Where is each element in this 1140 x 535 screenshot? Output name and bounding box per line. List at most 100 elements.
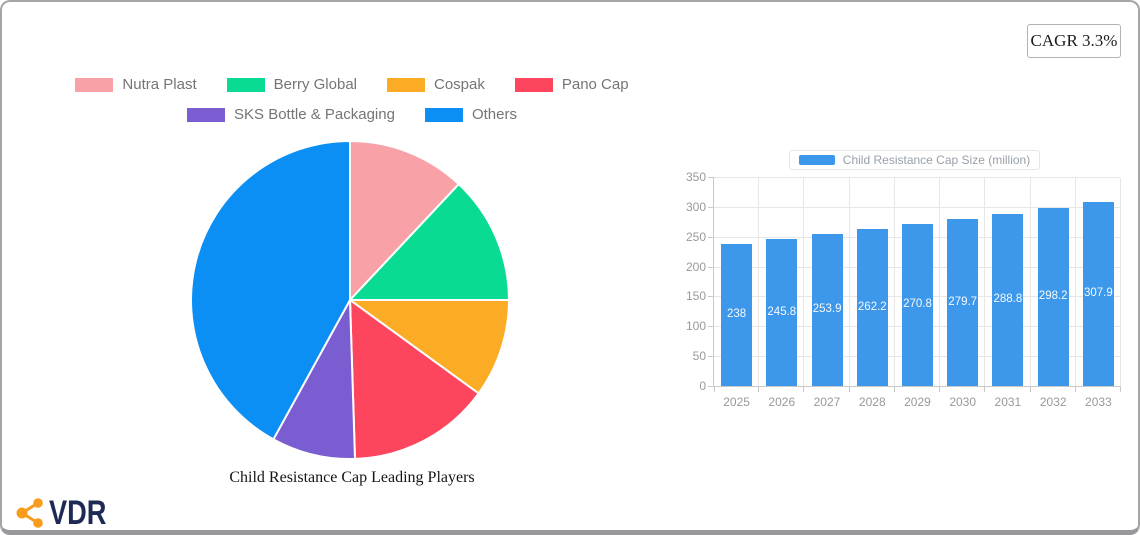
bar-value-label: 279.7 bbox=[948, 295, 978, 308]
y-axis-label: 50 bbox=[692, 349, 706, 364]
legend-item-others[interactable]: Others bbox=[424, 106, 517, 123]
x-axis-tick bbox=[848, 386, 850, 392]
legend-swatch bbox=[424, 107, 463, 122]
grid-line-v bbox=[1074, 178, 1076, 386]
bar-2033: 307.9 bbox=[1082, 202, 1114, 386]
x-axis-tick bbox=[758, 386, 760, 392]
pie-slice-nutra-plast bbox=[349, 140, 460, 301]
y-axis-tick bbox=[708, 206, 714, 208]
bar-value-label: 245.8 bbox=[767, 305, 797, 318]
legend-label: Others bbox=[471, 106, 517, 123]
x-axis-label-2026: 2026 bbox=[768, 395, 796, 409]
grid-line-v bbox=[893, 178, 895, 386]
y-axis-label: 300 bbox=[685, 199, 706, 214]
pie-title: Child Resistance Cap Leading Players bbox=[229, 469, 475, 486]
legend-item-cospak[interactable]: Cospak bbox=[387, 76, 485, 93]
y-axis-label: 150 bbox=[685, 289, 706, 304]
pie-slice-cospak bbox=[349, 299, 510, 395]
grid-line-v bbox=[984, 178, 986, 386]
grid-line-h bbox=[714, 177, 1120, 178]
pie-slice-berry-global bbox=[349, 183, 510, 301]
bar-value-label: 298.2 bbox=[1038, 289, 1068, 302]
legend-item-sks-bottle-packaging[interactable]: SKS Bottle & Packaging bbox=[187, 106, 395, 123]
bar-value-label: 253.9 bbox=[812, 303, 842, 316]
legend-item-pano-cap[interactable]: Pano Cap bbox=[514, 76, 629, 93]
legend-swatch bbox=[75, 77, 114, 92]
bar-2029: 270.8 bbox=[902, 224, 933, 386]
y-axis-label: 100 bbox=[685, 319, 706, 334]
grid-line-h bbox=[714, 206, 1120, 208]
x-axis-tick bbox=[939, 386, 941, 392]
pie-chart bbox=[190, 140, 510, 460]
x-axis-label-2025: 2025 bbox=[723, 395, 750, 409]
legend-item-berry-global[interactable]: Berry Global bbox=[226, 76, 357, 93]
pie-slice-others bbox=[190, 140, 351, 441]
grid-line-v bbox=[758, 178, 760, 386]
grid-line-v bbox=[848, 178, 850, 386]
bar-2025: 238 bbox=[721, 243, 753, 386]
bar-value-label: 307.9 bbox=[1084, 287, 1113, 299]
legend-label: Berry Global bbox=[273, 76, 357, 93]
vdr-logo[interactable]: VDR bbox=[14, 496, 121, 530]
legend-swatch bbox=[187, 107, 226, 122]
y-axis-tick bbox=[708, 296, 714, 298]
bar-value-label: 238 bbox=[727, 308, 747, 320]
y-axis-tick bbox=[708, 236, 714, 238]
pie-legend: Nutra Plast Berry Global Cospak Pano Cap SKS… bbox=[12, 76, 692, 123]
legend-label: Nutra Plast bbox=[122, 76, 197, 93]
y-axis-tick bbox=[708, 266, 714, 268]
legend-item-nutra-plast[interactable]: Nutra Plast bbox=[75, 76, 197, 93]
x-axis-tick bbox=[984, 386, 986, 392]
legend-swatch bbox=[514, 77, 553, 92]
x-axis-tick bbox=[714, 386, 715, 392]
y-axis-tick bbox=[708, 356, 714, 358]
pie-slice-sks-bottle-packaging bbox=[272, 299, 356, 460]
bar-2028: 262.2 bbox=[856, 229, 888, 386]
x-axis-label-2031: 2031 bbox=[994, 395, 1022, 409]
x-axis-tick bbox=[803, 386, 805, 392]
bar-legend-row: Child Resistance Cap Size (million) bbox=[692, 150, 1137, 170]
bar-value-label: 262.2 bbox=[857, 300, 887, 313]
legend-label: Cospak bbox=[434, 76, 485, 93]
x-axis-label-2029: 2029 bbox=[904, 395, 931, 409]
bar-value-label: 270.8 bbox=[903, 298, 932, 311]
y-axis-tick bbox=[708, 386, 714, 387]
grid-line-v bbox=[1029, 178, 1031, 386]
x-axis-label-2030: 2030 bbox=[949, 395, 977, 409]
x-axis-tick bbox=[1074, 386, 1076, 392]
bar-chart-section: Child Resistance Cap Size (million) 0 50 1… bbox=[686, 145, 1137, 409]
bar-2027: 253.9 bbox=[811, 234, 843, 386]
y-axis-tick bbox=[708, 177, 714, 178]
x-axis-label-2032: 2032 bbox=[1039, 395, 1067, 409]
legend-label: Pano Cap bbox=[561, 76, 629, 93]
bar-legend-item[interactable]: Child Resistance Cap Size (million) bbox=[788, 150, 1041, 170]
x-axis-tick bbox=[1029, 386, 1031, 392]
bar-2031: 288.8 bbox=[992, 213, 1024, 386]
x-axis-label-2033: 2033 bbox=[1085, 395, 1112, 409]
grid-line-v bbox=[1120, 178, 1121, 386]
grid-line-v bbox=[803, 178, 805, 386]
legend-label: SKS Bottle & Packaging bbox=[234, 106, 395, 123]
share-icon bbox=[16, 498, 43, 528]
bar-legend-label: Child Resistance Cap Size (million) bbox=[842, 153, 1031, 167]
y-axis-label: 250 bbox=[685, 229, 706, 244]
bar-legend-swatch bbox=[798, 155, 835, 165]
grid-line-v bbox=[939, 178, 941, 386]
y-axis-label: 350 bbox=[685, 170, 706, 184]
x-axis-label-2028: 2028 bbox=[858, 395, 886, 409]
bar-value-label: 288.8 bbox=[993, 292, 1023, 305]
logo-text: VDR bbox=[49, 494, 107, 532]
cagr-badge: CAGR 3.3% bbox=[1027, 24, 1121, 58]
x-axis-tick bbox=[1120, 386, 1121, 392]
bar-plot-area: 0 50 100 150 200 250 300 350 238 2025 245.8 2026 253… bbox=[686, 171, 1121, 409]
legend-swatch bbox=[387, 77, 425, 92]
pie-slice-pano-cap bbox=[349, 299, 480, 460]
x-axis-tick bbox=[893, 386, 895, 392]
y-axis-tick bbox=[708, 326, 714, 328]
bar-2032: 298.2 bbox=[1037, 207, 1069, 386]
bar-2030: 279.7 bbox=[947, 219, 979, 386]
x-axis-label-2027: 2027 bbox=[813, 395, 841, 409]
y-axis-label: 0 bbox=[699, 379, 706, 393]
cagr-label: CAGR 3.3% bbox=[1030, 31, 1118, 50]
